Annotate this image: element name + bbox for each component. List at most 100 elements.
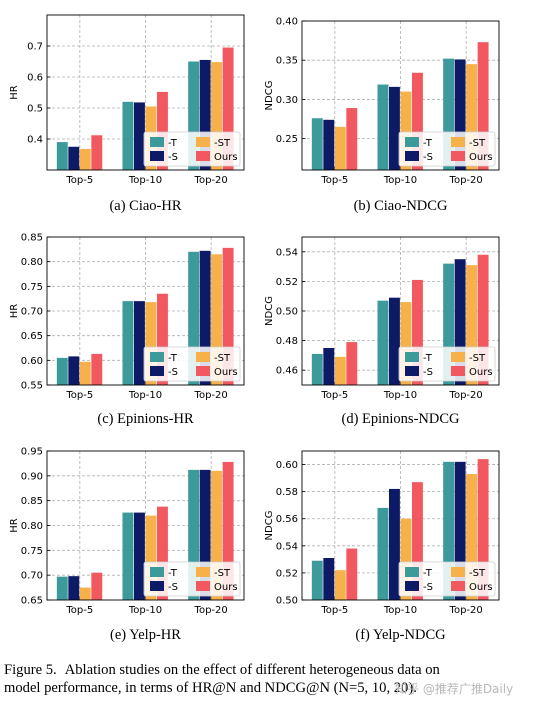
x-tick-label: Top-20 <box>449 390 483 401</box>
x-tick-label: Top-20 <box>449 175 483 186</box>
bar-minus-s-top-20 <box>199 59 211 171</box>
bar-ours-top-20 <box>477 254 489 385</box>
bar-ours-top-10 <box>157 293 168 385</box>
bar-minus-st-top-10 <box>145 515 157 600</box>
y-tick-label: 0.6 <box>27 73 43 84</box>
y-tick-label: 0.48 <box>276 336 298 347</box>
x-tick-label: Top-10 <box>128 390 162 401</box>
bar-minus-st-top-10 <box>145 302 157 385</box>
bar-minus-s-top-10 <box>389 297 400 385</box>
legend-swatch <box>451 151 465 161</box>
x-tick-label: Top-5 <box>320 605 348 616</box>
plot-frame <box>301 20 500 171</box>
plot-frame <box>46 14 245 171</box>
x-tick-label: Top-5 <box>320 175 348 186</box>
bar-minus-t-top-20 <box>443 58 455 170</box>
legend-label: -T <box>423 568 433 579</box>
bar-ours-top-5 <box>91 135 103 170</box>
x-tick-label: Top-20 <box>194 175 228 186</box>
bar-minus-s-top-10 <box>134 512 145 600</box>
plot-frame <box>46 236 245 386</box>
bar-minus-s-top-5 <box>323 558 335 600</box>
y-tick-label: 0.55 <box>21 381 43 392</box>
bar-minus-t-top-20 <box>188 251 200 385</box>
x-tick-label: Top-20 <box>449 605 483 616</box>
figure-caption: Figure 5. Ablation studies on the effect … <box>4 661 549 697</box>
y-tick-label: 0.70 <box>21 571 43 582</box>
y-tick-label: 0.46 <box>276 366 298 377</box>
y-tick-label: 0.70 <box>21 307 43 318</box>
bar-minus-t-top-20 <box>188 469 200 600</box>
legend-box <box>143 131 241 167</box>
legend-label: -ST <box>214 568 231 579</box>
y-tick-label: 0.54 <box>276 247 298 258</box>
legend-swatch <box>405 151 419 161</box>
y-tick-label: 0.65 <box>21 596 43 607</box>
x-tick-label: Top-10 <box>383 175 417 186</box>
y-tick-label: 0.85 <box>21 496 43 507</box>
y-tick-label: 0.75 <box>21 546 43 557</box>
bar-minus-t-top-5 <box>311 353 323 385</box>
legend-swatch <box>150 137 164 147</box>
legend-label: -S <box>168 582 178 593</box>
y-tick-label: 0.65 <box>21 331 43 342</box>
legend-swatch <box>196 352 210 362</box>
bar-minus-st-top-5 <box>334 126 346 170</box>
legend-box <box>398 131 496 167</box>
bar-minus-t-top-20 <box>188 61 200 170</box>
bar-minus-t-top-5 <box>311 560 323 600</box>
x-tick-label: Top-20 <box>194 390 228 401</box>
y-tick-label: 0.52 <box>276 568 298 579</box>
caption-line-2: model performance, in terms of HR@N and … <box>4 680 417 696</box>
y-tick-label: 0.60 <box>21 356 43 367</box>
bar-minus-t-top-10 <box>122 101 134 170</box>
y-tick-label: 0.5 <box>27 104 43 115</box>
y-axis-label: NDCG <box>264 81 275 111</box>
legend-label: -ST <box>214 138 231 149</box>
y-tick-label: 0.30 <box>276 95 298 106</box>
chart-panel-2: 0.25 0.30 0.35 0.40 Top-5 Top-10 Top-20 -T -ST -S… <box>264 17 500 214</box>
bar-minus-st-top-5 <box>334 356 346 385</box>
bar-ours-top-5 <box>346 108 358 170</box>
y-tick-label: 0.95 <box>21 447 43 458</box>
bar-minus-st-top-20 <box>466 265 478 385</box>
y-tick-label: 0.50 <box>276 596 298 607</box>
y-tick-label: 0.60 <box>276 460 298 471</box>
legend-box <box>143 346 241 382</box>
legend-swatch <box>451 581 465 591</box>
legend-label: Ours <box>469 582 493 593</box>
legend-swatch <box>196 567 210 577</box>
bar-minus-s-top-5 <box>323 348 335 385</box>
y-axis-label: HR <box>9 304 20 319</box>
bar-minus-st-top-10 <box>400 91 412 170</box>
legend-label: -T <box>423 138 433 149</box>
legend-swatch <box>196 366 210 376</box>
y-tick-label: 0.40 <box>276 17 298 28</box>
bar-minus-st-top-5 <box>79 587 91 600</box>
bar-minus-t-top-5 <box>56 357 68 385</box>
bar-minus-st-top-10 <box>400 518 412 600</box>
bar-ours-top-10 <box>157 506 168 600</box>
legend-swatch <box>150 581 164 591</box>
bar-minus-t-top-10 <box>377 84 389 170</box>
legend-label: -ST <box>469 568 486 579</box>
bar-ours-top-5 <box>346 548 358 600</box>
bar-minus-t-top-5 <box>56 576 68 600</box>
legend-swatch <box>405 567 419 577</box>
y-tick-label: 0.35 <box>276 56 298 67</box>
chart-panel-4: 0.46 0.48 0.50 0.52 0.54 Top-5 Top-10 Top-20 -T -… <box>264 236 500 427</box>
legend-label: Ours <box>469 152 493 163</box>
legend-label: -S <box>423 582 433 593</box>
x-tick-label: Top-10 <box>383 605 417 616</box>
y-axis-label: NDCG <box>264 296 275 326</box>
bar-minus-t-top-20 <box>443 461 455 600</box>
bar-ours-top-5 <box>91 572 103 600</box>
bar-minus-t-top-10 <box>377 507 389 600</box>
bar-minus-s-top-5 <box>68 576 80 600</box>
bar-ours-top-5 <box>346 342 358 385</box>
x-tick-label: Top-5 <box>65 605 93 616</box>
legend-swatch <box>150 567 164 577</box>
legend-label: -T <box>168 568 178 579</box>
bar-ours-top-20 <box>222 247 234 385</box>
chart-panel-6: 0.50 0.52 0.54 0.56 0.58 0.60 Top-5 Top-10 Top-2… <box>264 450 500 643</box>
